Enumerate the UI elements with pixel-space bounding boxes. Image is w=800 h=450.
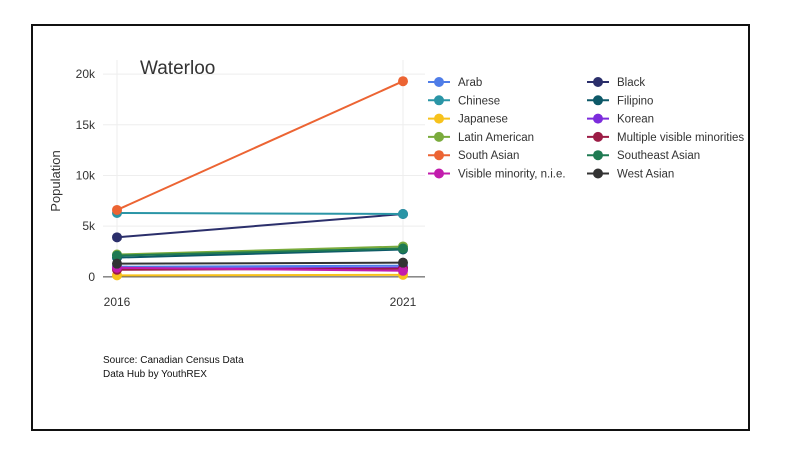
legend-label: Chinese: [458, 95, 500, 107]
data-point: [112, 232, 122, 243]
series-line: [116, 248, 404, 259]
data-point: [398, 257, 408, 268]
y-tick-label: 15k: [76, 118, 96, 132]
series-line: [116, 247, 404, 257]
legend-label: Visible minority, n.i.e.: [458, 169, 566, 181]
legend-label: Southeast Asian: [617, 150, 700, 162]
legend-label: Filipino: [617, 95, 653, 107]
legend-label: Multiple visible minorities: [617, 132, 744, 144]
chart-title: Waterloo: [140, 58, 215, 79]
data-point: [112, 204, 122, 215]
legend-swatch-marker: [593, 131, 603, 142]
y-tick-label: 10k: [76, 168, 96, 182]
legend-swatch-marker: [434, 131, 444, 142]
axes: 0 5k 10k 15k 20k 2016 2021: [76, 67, 417, 309]
legend-label: Korean: [617, 114, 654, 126]
data-point: [398, 76, 408, 87]
legend-swatch-marker: [593, 168, 603, 179]
chart-frame: [31, 24, 750, 431]
legend-swatch-marker: [434, 77, 444, 87]
legend-label: Arab: [458, 77, 482, 89]
series-line: [116, 261, 404, 265]
y-tick-label: 5k: [82, 219, 96, 233]
legend-label: West Asian: [617, 169, 674, 181]
hub-credit-line: Data Hub by YouthREX: [103, 369, 207, 380]
legend-label: Japanese: [458, 114, 508, 126]
legend-label: South Asian: [458, 150, 519, 162]
legend: Arab Black Chinese Filipino Japanese Korean La…: [428, 77, 744, 181]
y-tick-label: 20k: [76, 67, 96, 81]
x-tick-label: 2016: [104, 295, 131, 309]
y-tick-label: 0: [88, 270, 95, 284]
legend-swatch-marker: [434, 168, 444, 179]
series-line: [116, 266, 404, 272]
legend-label: Latin American: [458, 132, 534, 144]
series-lines: [112, 76, 408, 281]
legend-swatch-marker: [593, 113, 603, 124]
data-point: [112, 250, 122, 261]
data-point: [398, 265, 408, 276]
legend-swatch-marker: [593, 95, 603, 106]
legend-swatch-marker: [593, 77, 603, 87]
y-axis-title: Population: [48, 150, 63, 211]
series-line: [116, 245, 404, 256]
series-line: [116, 273, 404, 277]
x-tick-label: 2021: [390, 295, 417, 309]
source-line: Source: Canadian Census Data: [103, 355, 244, 366]
legend-label: Black: [617, 77, 645, 89]
series-line: [116, 211, 404, 216]
data-point: [112, 258, 122, 269]
legend-swatch-marker: [434, 150, 444, 161]
series-line: [116, 80, 404, 211]
legend-swatch-marker: [593, 150, 603, 161]
series-line: [116, 213, 404, 239]
legend-swatch-marker: [434, 95, 444, 106]
data-point: [398, 209, 408, 220]
data-point: [398, 243, 408, 254]
legend-swatch-marker: [434, 113, 444, 124]
series-line: [116, 264, 404, 268]
